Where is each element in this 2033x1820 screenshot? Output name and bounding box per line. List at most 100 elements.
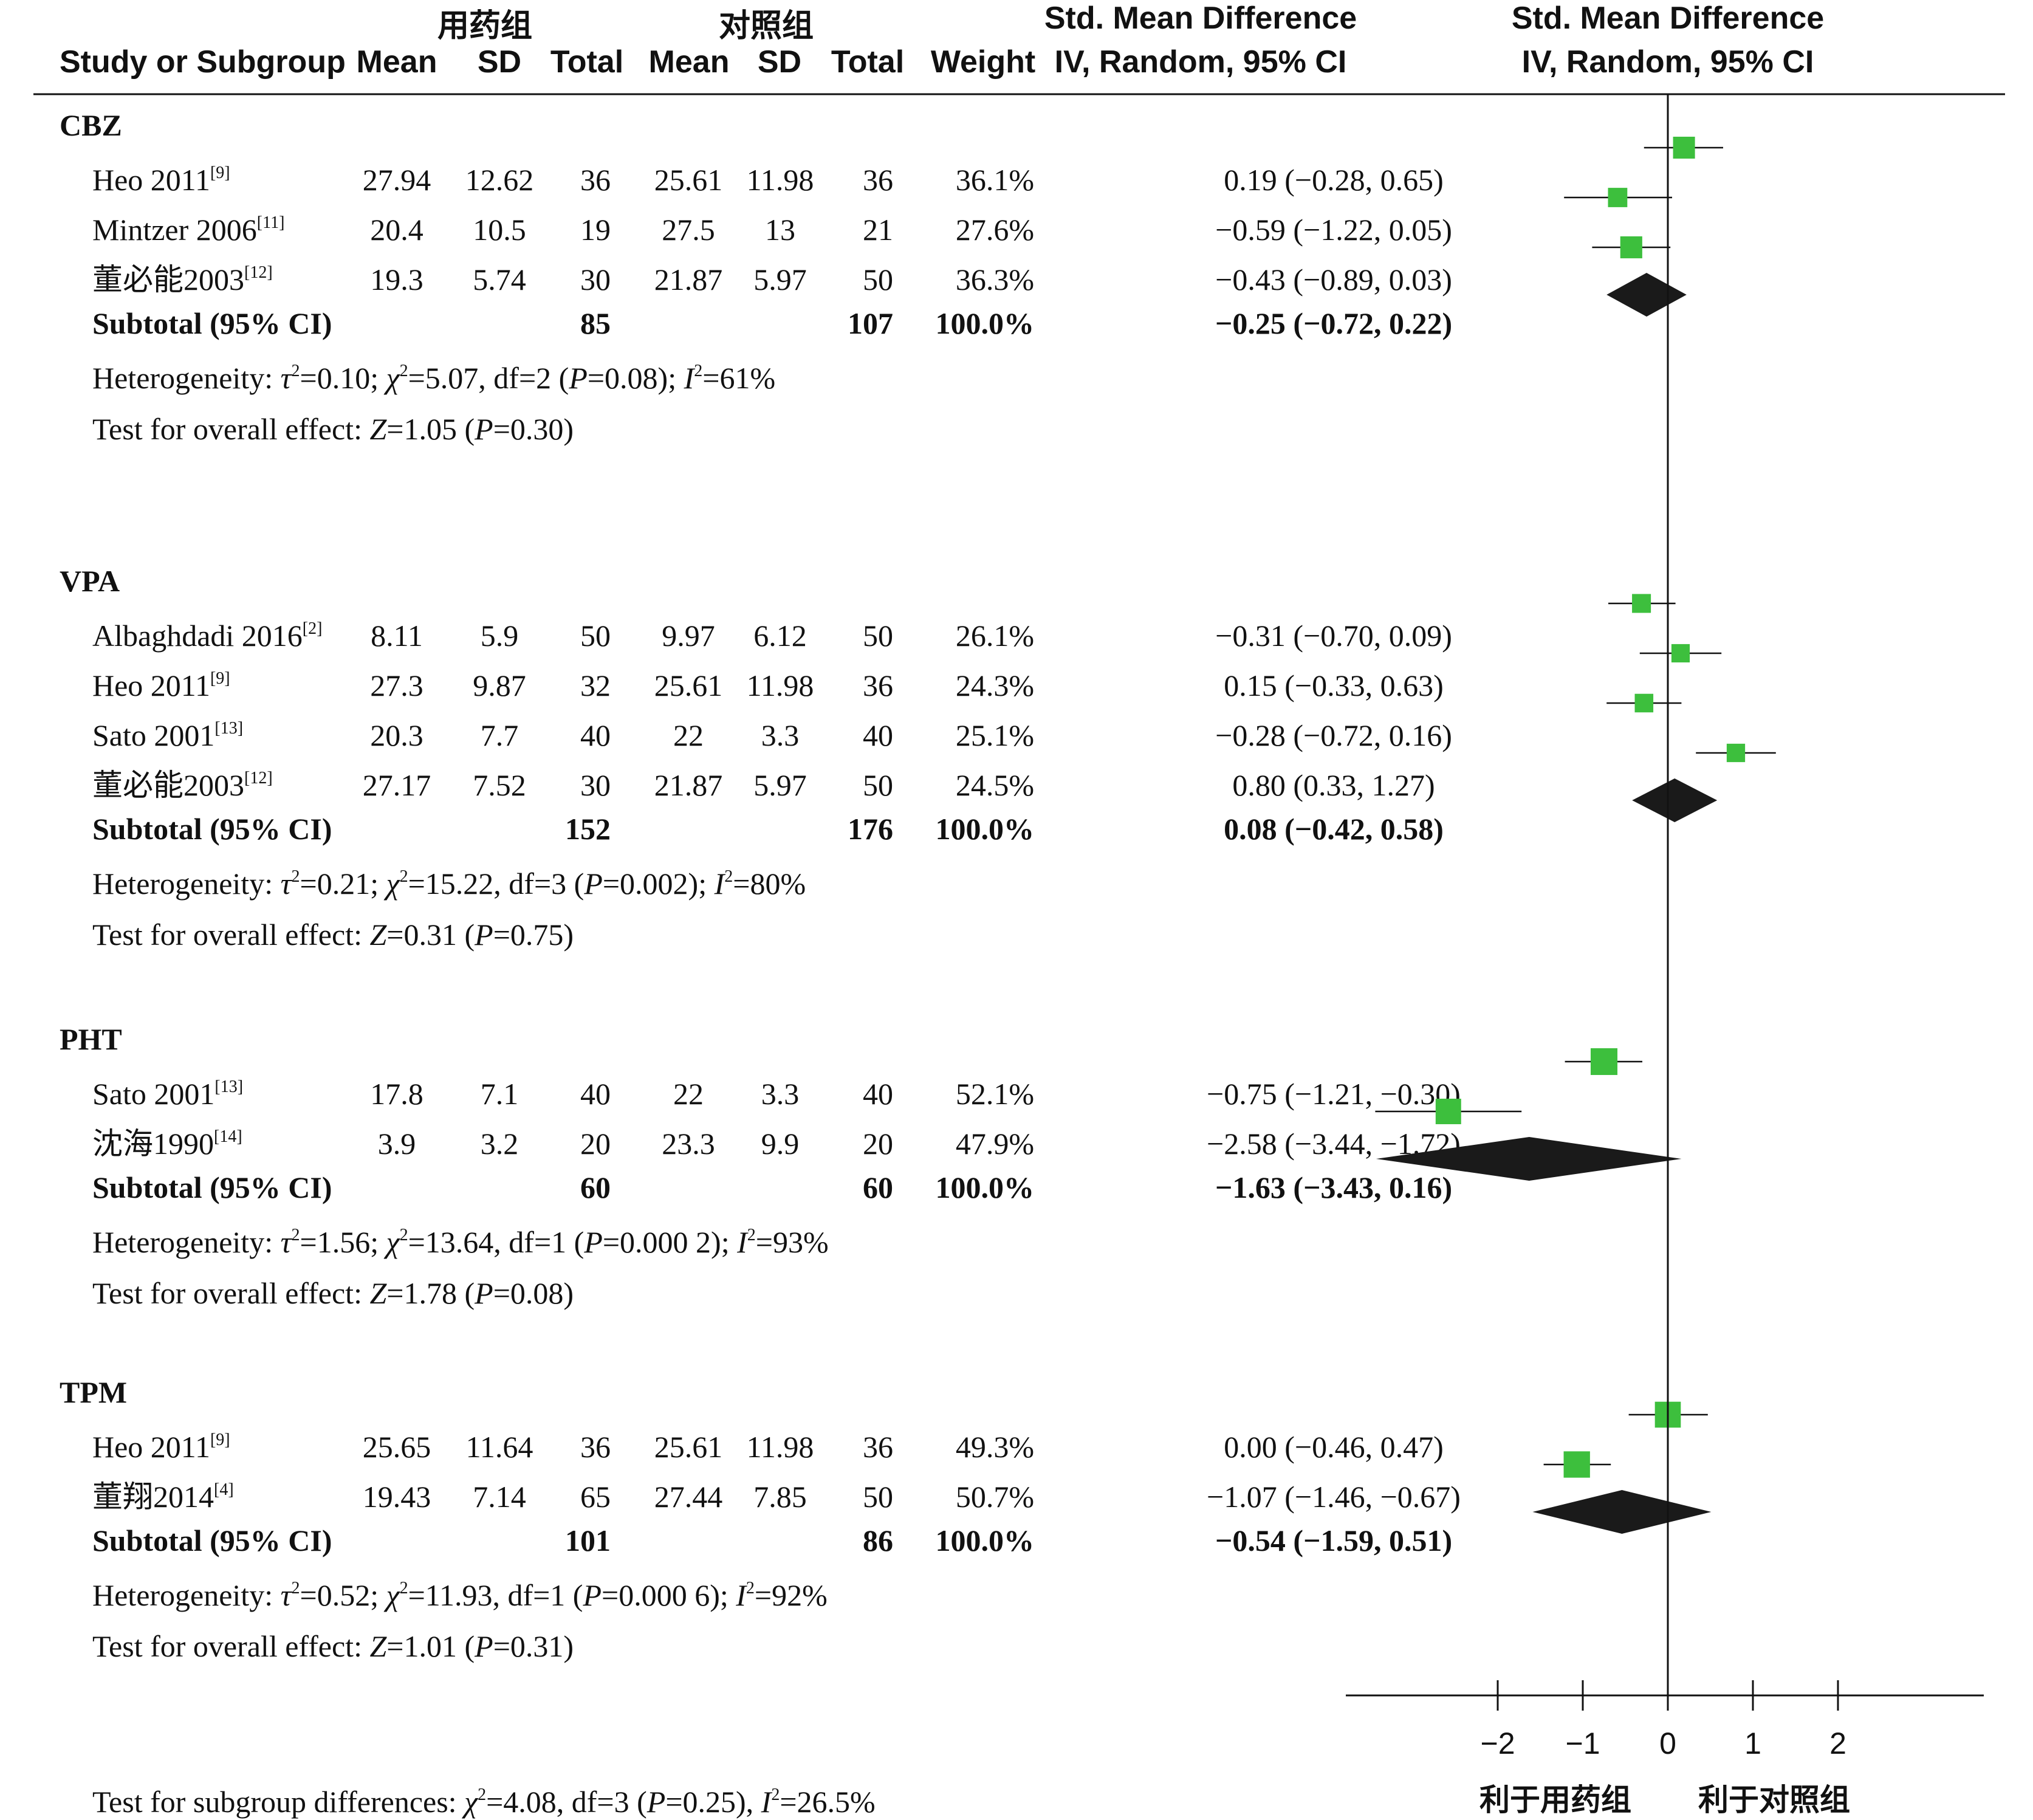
subtotal-control-total: 107 bbox=[848, 306, 893, 340]
i-value: =93% bbox=[755, 1225, 829, 1259]
control-mean-cell: 25.61 bbox=[654, 1430, 723, 1464]
ci-text-cell: −0.28 (−0.72, 0.16) bbox=[1215, 718, 1452, 752]
z-value: =1.01 ( bbox=[386, 1629, 475, 1663]
i-symbol: I bbox=[736, 1578, 746, 1612]
study-name: 董必能2003[12] bbox=[92, 264, 273, 295]
p-symbol: P bbox=[475, 918, 493, 952]
ci-text-cell: 0.15 (−0.33, 0.63) bbox=[1224, 668, 1444, 702]
p-value: =0.30) bbox=[493, 412, 574, 446]
p-value: =0.31) bbox=[493, 1629, 574, 1663]
treat-sd-cell: 7.14 bbox=[473, 1480, 526, 1514]
x-tick-label: 1 bbox=[1744, 1726, 1761, 1760]
study-estimate-square bbox=[1435, 1099, 1461, 1124]
study-label: 沈海1990 bbox=[92, 1127, 214, 1161]
treat-sd-cell: 7.1 bbox=[480, 1077, 519, 1111]
ci-text-cell: 0.00 (−0.46, 0.47) bbox=[1224, 1430, 1444, 1464]
overall-effect-text: Test for overall effect: Z=1.05 (P=0.30) bbox=[92, 414, 574, 444]
treat-sd-cell: 12.62 bbox=[465, 163, 534, 197]
treat-sd-cell: 7.7 bbox=[480, 718, 519, 752]
subtotal-weight: 100.0% bbox=[935, 812, 1035, 846]
control-mean-cell: 25.61 bbox=[654, 668, 723, 702]
ci-text-cell: −1.07 (−1.46, −0.67) bbox=[1207, 1480, 1461, 1514]
control-mean-cell: 25.61 bbox=[654, 163, 723, 197]
superscript: 2 bbox=[747, 1226, 756, 1245]
treat-total-cell: 36 bbox=[580, 163, 611, 197]
study-label: 董翔2014 bbox=[92, 1480, 214, 1514]
weight-cell: 25.1% bbox=[955, 718, 1034, 752]
treat-total-cell: 20 bbox=[580, 1127, 611, 1161]
treatment-group-header: 用药组 bbox=[437, 9, 533, 44]
study-column-header: Study or Subgroup bbox=[60, 44, 346, 80]
overall-prefix: Test for overall effect: bbox=[92, 412, 370, 446]
subgroup-name: CBZ bbox=[60, 108, 122, 142]
ci-text-cell: −0.75 (−1.21, −0.30) bbox=[1207, 1077, 1461, 1111]
control-sd-cell: 5.97 bbox=[753, 263, 807, 297]
tau-value: =0.10; bbox=[300, 361, 386, 395]
weight-cell: 49.3% bbox=[955, 1430, 1034, 1464]
superscript: 2 bbox=[478, 1785, 487, 1804]
p-value: =0.25), bbox=[665, 1785, 761, 1819]
study-estimate-square bbox=[1620, 236, 1642, 259]
control-group-header: 对照组 bbox=[718, 9, 814, 44]
treat-total-cell: 36 bbox=[580, 1430, 611, 1464]
treat-mean-header: Mean bbox=[356, 44, 437, 80]
smd-method-header-left: IV, Random, 95% CI bbox=[1054, 44, 1347, 80]
control-total-cell: 36 bbox=[863, 163, 893, 197]
treat-total-cell: 19 bbox=[580, 213, 611, 247]
weight-cell: 50.7% bbox=[955, 1480, 1034, 1514]
subtotal-label: Subtotal (95% CI) bbox=[92, 812, 332, 846]
subtotal-diamond bbox=[1632, 778, 1718, 822]
control-total-header: Total bbox=[831, 44, 905, 80]
treat-sd-cell: 11.64 bbox=[465, 1430, 533, 1464]
study-name: 沈海1990[14] bbox=[92, 1128, 242, 1159]
treat-total-cell: 65 bbox=[580, 1480, 611, 1514]
control-mean-cell: 21.87 bbox=[654, 768, 723, 802]
p-value: =0.000 2); bbox=[602, 1225, 738, 1259]
p-value: =0.000 6); bbox=[602, 1578, 736, 1612]
weight-cell: 36.1% bbox=[955, 163, 1034, 197]
study-name: Sato 2001[13] bbox=[92, 720, 243, 751]
heterogeneity-text: Heterogeneity: τ2=0.21; χ2=15.22, df=3 (… bbox=[92, 868, 806, 899]
i-symbol: I bbox=[714, 867, 725, 901]
study-name: Heo 2011[9] bbox=[92, 163, 230, 196]
control-sd-cell: 7.85 bbox=[753, 1480, 807, 1514]
treat-mean-cell: 19.3 bbox=[370, 263, 423, 297]
chi-symbol: χ bbox=[386, 1578, 400, 1612]
treat-sd-cell: 3.2 bbox=[480, 1127, 519, 1161]
i-value: =80% bbox=[733, 867, 806, 901]
study-reference: [2] bbox=[302, 619, 323, 638]
p-symbol: P bbox=[475, 1276, 493, 1310]
x-tick-label: −2 bbox=[1480, 1726, 1515, 1760]
heterogeneity-text: Heterogeneity: τ2=0.10; χ2=5.07, df=2 (P… bbox=[92, 361, 776, 395]
study-reference: [13] bbox=[214, 1077, 244, 1096]
subtotal-label: Subtotal (95% CI) bbox=[92, 306, 332, 340]
superscript: 2 bbox=[399, 1226, 408, 1245]
z-symbol: Z bbox=[369, 412, 387, 446]
z-symbol: Z bbox=[369, 1629, 387, 1663]
subtotal-diamond bbox=[1606, 273, 1687, 317]
subtotal-ci-text: −0.25 (−0.72, 0.22) bbox=[1215, 306, 1453, 340]
control-mean-cell: 23.3 bbox=[662, 1127, 715, 1161]
superscript: 2 bbox=[399, 867, 408, 886]
control-sd-cell: 6.12 bbox=[753, 619, 807, 653]
z-symbol: Z bbox=[369, 918, 387, 952]
p-symbol: P bbox=[475, 412, 493, 446]
control-total-cell: 40 bbox=[863, 1077, 893, 1111]
tau-value: =0.21; bbox=[300, 867, 386, 901]
subtotal-treat-total: 60 bbox=[580, 1170, 611, 1204]
study-reference: [4] bbox=[214, 1480, 234, 1499]
x-tick-label: 0 bbox=[1659, 1726, 1676, 1760]
study-reference: [9] bbox=[210, 163, 230, 182]
control-sd-cell: 11.98 bbox=[746, 1430, 814, 1464]
control-mean-cell: 22 bbox=[673, 1077, 704, 1111]
i-symbol: I bbox=[737, 1225, 747, 1259]
subtotal-control-total: 176 bbox=[848, 812, 893, 846]
chi-value: =13.64, df=1 ( bbox=[408, 1225, 585, 1259]
favors-right-label: 利于对照组 bbox=[1698, 1782, 1850, 1818]
study-name: Heo 2011[9] bbox=[92, 1432, 230, 1463]
subtotal-ci-text: −0.54 (−1.59, 0.51) bbox=[1215, 1523, 1453, 1557]
i-value: =61% bbox=[702, 361, 776, 395]
study-name: Sato 2001[13] bbox=[92, 1077, 244, 1110]
